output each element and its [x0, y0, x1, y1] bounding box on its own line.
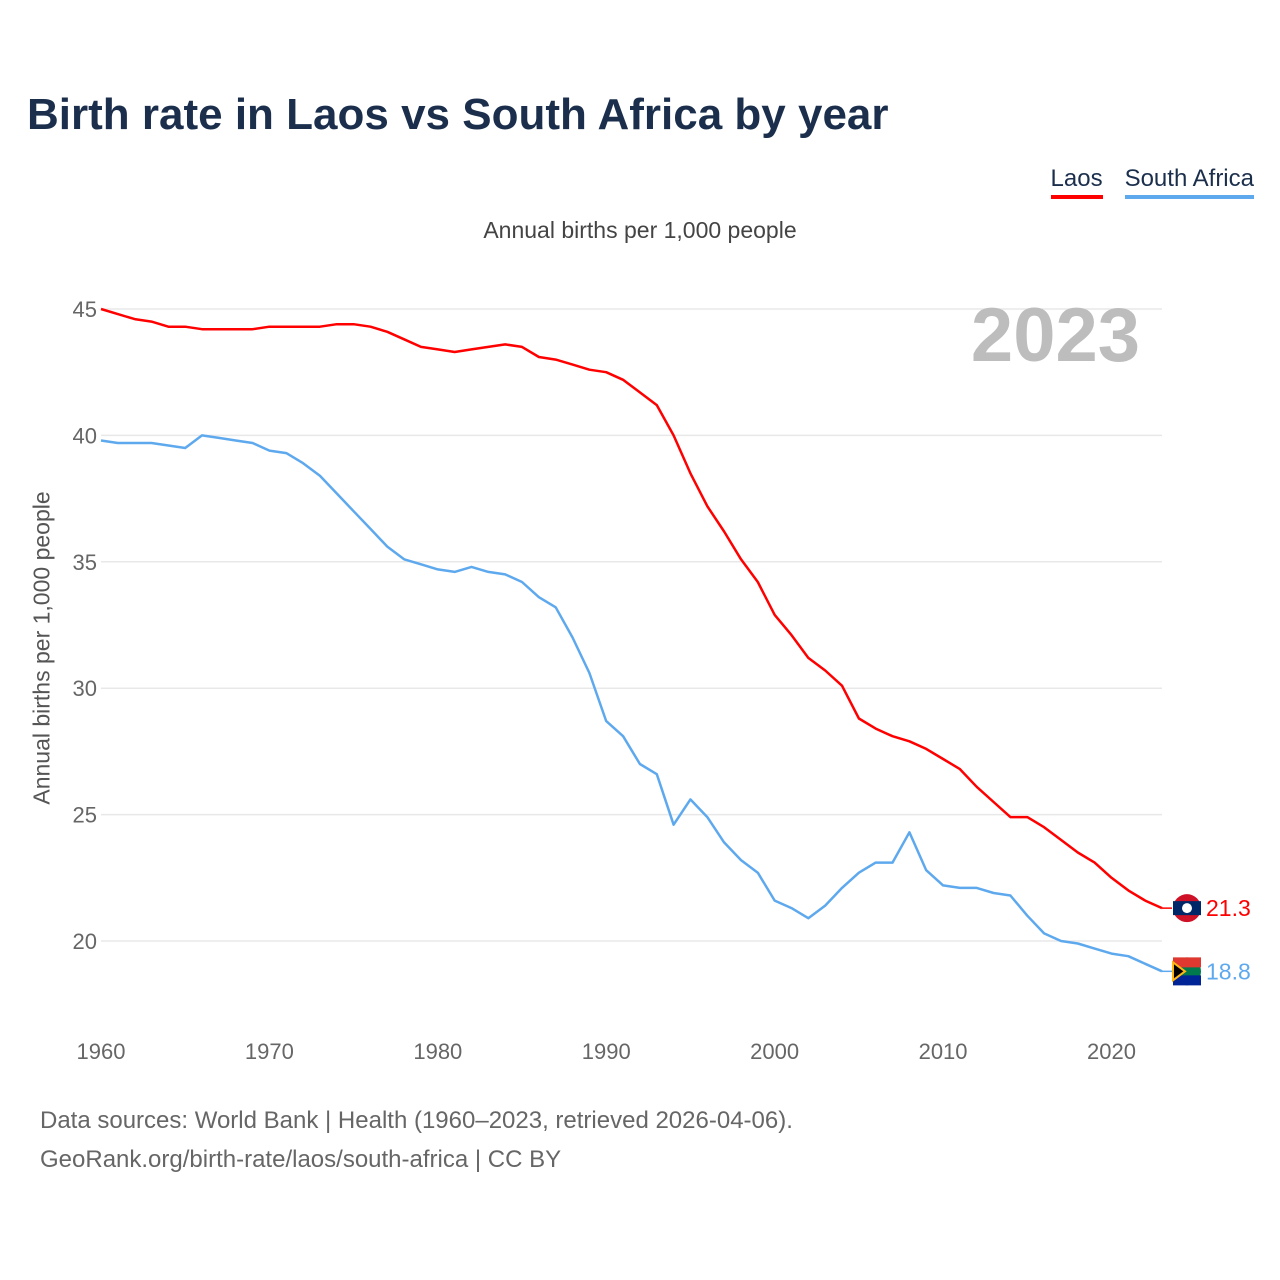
end-value-label: 21.3	[1206, 895, 1251, 921]
legend-laos[interactable]: Laos	[1050, 165, 1103, 199]
x-tick-label: 1960	[77, 1039, 126, 1064]
y-tick-label: 20	[73, 929, 97, 954]
series-line-south-africa	[100, 434, 1163, 973]
y-tick-label: 45	[73, 297, 97, 322]
source-link[interactable]: GeoRank.org/birth-rate/laos/south-africa…	[40, 1146, 562, 1173]
series-line-laos	[100, 307, 1163, 910]
year-label: 2023	[970, 293, 1140, 378]
chart-title: Birth rate in Laos vs South Africa by ye…	[27, 90, 889, 139]
y-tick-label: 35	[73, 550, 97, 575]
end-value-label: 18.8	[1206, 958, 1251, 984]
x-tick-label: 1980	[413, 1039, 462, 1064]
x-tick-label: 1990	[582, 1039, 631, 1064]
x-tick-label: 2000	[750, 1039, 799, 1064]
x-tick-label: 1970	[245, 1039, 294, 1064]
y-tick-label: 25	[73, 803, 97, 828]
y-tick-label: 30	[73, 676, 97, 701]
chart-subtitle: Annual births per 1,000 people	[483, 217, 797, 243]
laos-flag-disc	[1182, 903, 1192, 914]
y-tick-label: 40	[73, 423, 97, 448]
x-tick-label: 2010	[919, 1039, 968, 1064]
source-text: Data sources: World Bank | Health (1960–…	[40, 1107, 793, 1134]
sa-flag-triangle	[1172, 960, 1187, 983]
sa-flag-red	[1173, 957, 1201, 968]
legend-south-africa[interactable]: South Africa	[1124, 165, 1254, 199]
x-tick-label: 2020	[1087, 1039, 1136, 1064]
sa-flag-blue	[1173, 975, 1201, 986]
legend: Laos South Africa	[1050, 165, 1254, 199]
